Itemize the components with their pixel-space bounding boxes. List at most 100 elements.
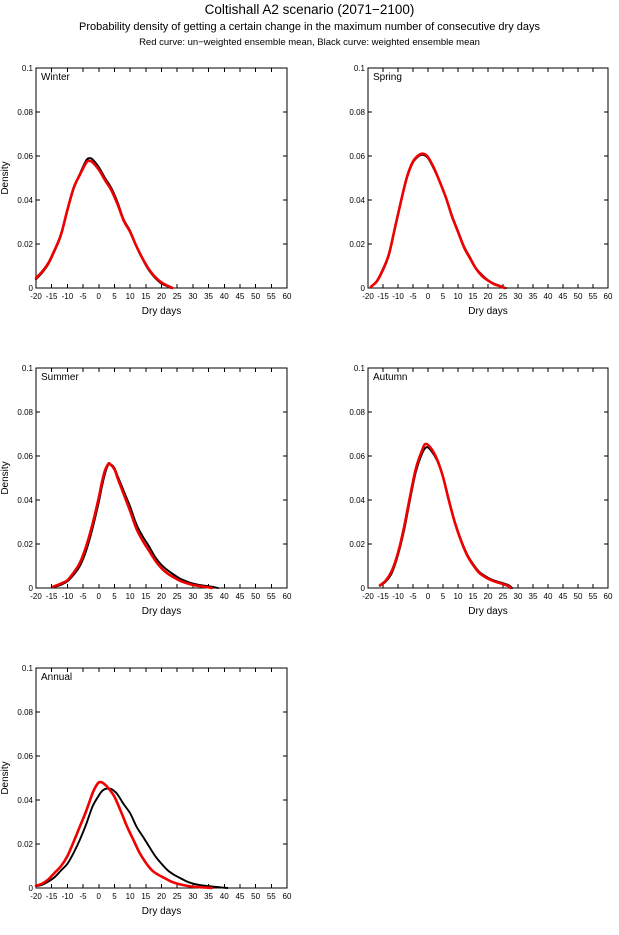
x-axis-label: Dry days (142, 606, 181, 617)
x-tick-label: 10 (126, 892, 135, 901)
unweighted-mean-curve (34, 780, 213, 890)
season-label: Spring (373, 72, 402, 83)
y-tick-label: 0.06 (17, 752, 33, 761)
x-axis-label: Dry days (468, 306, 507, 317)
y-tick-label: 0 (361, 284, 366, 293)
plot-svg: -20 -15 -10 -5 0 5 10 15 20 25 30 35 40 45 50 55 6000.02… (349, 64, 613, 317)
x-tick-label: -5 (409, 292, 417, 301)
unweighted-mean-curve (378, 442, 512, 590)
x-tick-label: 60 (283, 292, 292, 301)
x-tick-label: -10 (62, 592, 74, 601)
y-tick-label: 0.08 (17, 108, 33, 117)
unweighted-mean-curve (51, 461, 213, 590)
y-tick-label: 0.02 (349, 540, 365, 549)
plot-svg: -20 -15 -10 -5 0 5 10 15 20 25 30 35 40 45 50 55 6000.02… (0, 364, 292, 617)
plot-svg: -20 -15 -10 -5 0 5 10 15 20 25 30 35 40 45 50 55 6000.02… (0, 64, 292, 317)
x-tick-label: -5 (80, 292, 88, 301)
x-tick-label: 35 (529, 292, 538, 301)
x-tick-label: 25 (173, 892, 182, 901)
y-tick-label: 0.1 (354, 364, 366, 373)
y-axis-label: Density (0, 461, 11, 494)
season-label: Winter (41, 72, 71, 83)
y-axis-label: Density (0, 161, 11, 194)
x-tick-label: 10 (454, 292, 463, 301)
x-tick-label: 45 (235, 292, 244, 301)
x-tick-label: 60 (604, 592, 613, 601)
y-tick-label: 0.06 (349, 452, 365, 461)
x-tick-label: 55 (589, 592, 598, 601)
x-tick-label: 30 (514, 592, 523, 601)
x-tick-label: -15 (377, 592, 389, 601)
x-tick-label: 50 (574, 592, 583, 601)
x-tick-label: 20 (157, 592, 166, 601)
x-tick-label: 40 (544, 292, 553, 301)
x-tick-label: 25 (173, 292, 182, 301)
x-tick-label: 55 (267, 892, 276, 901)
x-tick-label: 15 (469, 592, 478, 601)
x-tick-label: 5 (441, 292, 446, 301)
x-tick-label: 50 (574, 292, 583, 301)
y-tick-label: 0.06 (17, 152, 33, 161)
x-tick-label: 0 (97, 592, 102, 601)
x-tick-label: 10 (126, 292, 135, 301)
y-tick-label: 0.02 (17, 240, 33, 249)
x-tick-label: -10 (392, 592, 404, 601)
x-tick-label: 60 (283, 892, 292, 901)
x-tick-label: -15 (377, 292, 389, 301)
x-tick-label: -15 (46, 292, 58, 301)
y-tick-label: 0.1 (22, 64, 34, 73)
subplot-summer: -20 -15 -10 -5 0 5 10 15 20 25 30 35 40 45 50 55 60 0 0.02… (0, 356, 301, 630)
y-tick-label: 0.02 (349, 240, 365, 249)
x-tick-label: 35 (529, 592, 538, 601)
x-tick-label: 55 (267, 592, 276, 601)
x-tick-label: 5 (112, 292, 117, 301)
x-tick-label: 15 (469, 292, 478, 301)
x-tick-label: 55 (267, 292, 276, 301)
axes-box (35, 67, 288, 289)
subplot-spring: -20 -15 -10 -5 0 5 10 15 20 25 30 35 40 45 50 55 60 0 0.02… (332, 56, 619, 330)
x-tick-label: 0 (97, 892, 102, 901)
x-tick-label: 35 (204, 892, 213, 901)
y-tick-label: 0.1 (22, 664, 34, 673)
subplot-autumn: -20 -15 -10 -5 0 5 10 15 20 25 30 35 40 45 50 55 60 0 0.02… (332, 356, 619, 630)
x-tick-label: 5 (441, 592, 446, 601)
x-tick-label: -20 (362, 592, 374, 601)
x-tick-label: 20 (484, 292, 493, 301)
x-tick-label: 30 (188, 892, 197, 901)
x-tick-label: -20 (30, 592, 42, 601)
x-tick-label: 0 (426, 292, 431, 301)
y-tick-label: 0.04 (349, 196, 365, 205)
x-tick-label: 50 (251, 892, 260, 901)
weighted-mean-curve (379, 446, 513, 589)
x-tick-label: 5 (112, 892, 117, 901)
y-tick-label: 0.08 (17, 408, 33, 417)
weighted-mean-curve (370, 153, 507, 289)
x-tick-label: 25 (173, 592, 182, 601)
x-tick-label: -20 (30, 292, 42, 301)
y-axis-label: Density (0, 761, 11, 794)
y-tick-label: 0.08 (349, 408, 365, 417)
x-tick-label: 25 (499, 592, 508, 601)
x-tick-label: 40 (220, 892, 229, 901)
x-tick-label: 20 (157, 892, 166, 901)
x-tick-label: 35 (204, 592, 213, 601)
y-tick-label: 0.04 (17, 196, 33, 205)
x-tick-label: 50 (251, 592, 260, 601)
axes-box (367, 67, 609, 289)
x-tick-label: 15 (141, 292, 150, 301)
plot-svg: -20 -15 -10 -5 0 5 10 15 20 25 30 35 40 45 50 55 6000.02… (0, 664, 292, 917)
x-tick-label: -20 (362, 292, 374, 301)
x-tick-label: 0 (426, 592, 431, 601)
y-tick-label: 0.1 (354, 64, 366, 73)
y-tick-label: 0.04 (349, 496, 365, 505)
x-tick-label: 30 (514, 292, 523, 301)
x-tick-label: -15 (46, 592, 58, 601)
x-tick-label: 15 (141, 892, 150, 901)
x-tick-label: 55 (589, 292, 598, 301)
y-tick-label: 0.06 (349, 152, 365, 161)
y-tick-label: 0.06 (17, 452, 33, 461)
unweighted-mean-curve (369, 152, 506, 290)
x-tick-label: 45 (559, 592, 568, 601)
x-tick-label: 40 (220, 292, 229, 301)
x-tick-label: 0 (97, 292, 102, 301)
